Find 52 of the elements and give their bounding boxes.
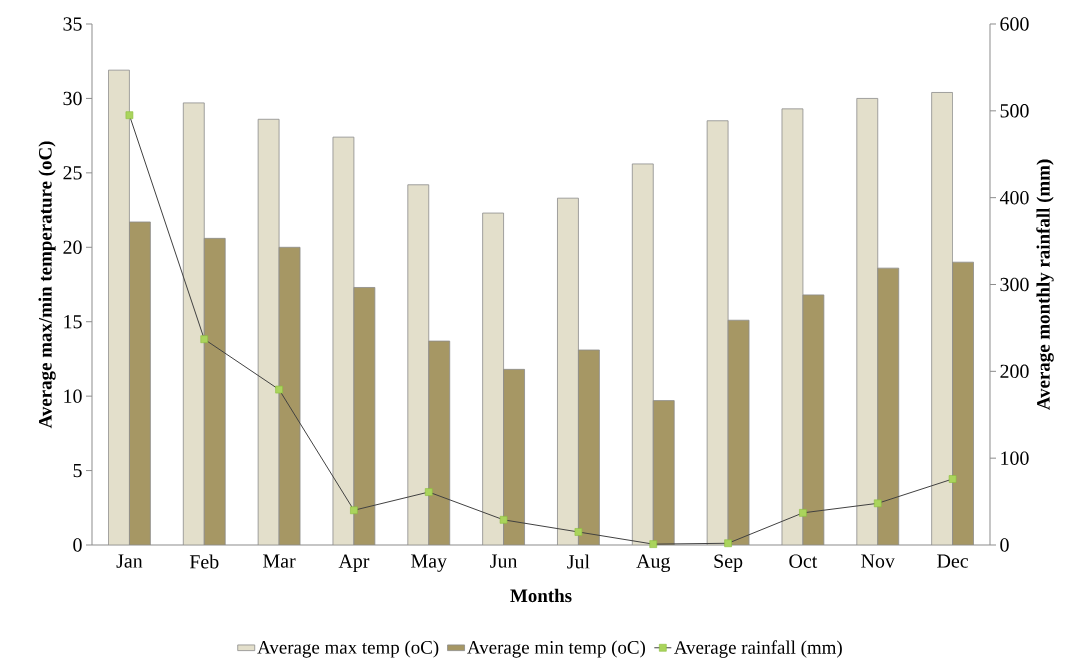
y-tick-label: 15 <box>64 315 82 329</box>
x-tick-label: Apr <box>338 554 370 572</box>
bar <box>653 400 675 545</box>
bar <box>856 98 878 545</box>
x-tick-label: Jul <box>567 554 590 569</box>
bar <box>204 238 226 545</box>
bar <box>129 221 151 545</box>
y-tick-label: 35 <box>63 17 82 31</box>
y2-tick-label: 600 <box>1000 17 1029 31</box>
x-tick-label: Feb <box>189 554 219 569</box>
x-tick-label: Jan <box>116 554 143 568</box>
legend-label: Average rainfall (mm) <box>674 640 842 658</box>
x-tick-label: Dec <box>937 554 969 568</box>
y-tick-label: 10 <box>64 389 82 403</box>
x-tick-label: Aug <box>636 554 671 572</box>
y2-tick-label: 300 <box>1000 277 1029 292</box>
y-tick-label: 20 <box>63 240 82 254</box>
legend-label: Average min temp (oC) <box>467 640 645 658</box>
bar <box>781 108 803 545</box>
bar <box>482 213 504 545</box>
y2-tick-label: 200 <box>1000 364 1029 379</box>
y2-tick-label: 400 <box>999 190 1029 205</box>
x-tick-label: May <box>411 554 447 572</box>
x-tick-label: Oct <box>789 554 818 568</box>
bar <box>108 70 130 545</box>
y2-axis-title: Average monthly rainfall (mm) <box>1036 159 1054 411</box>
bar <box>183 102 205 545</box>
bar <box>931 92 953 545</box>
bar <box>707 120 729 545</box>
bar <box>952 261 974 545</box>
x-tick-label: Jun <box>490 554 518 568</box>
bar <box>557 198 579 545</box>
y-tick-label: 0 <box>73 538 82 552</box>
y-tick-label: 5 <box>73 463 82 478</box>
y2-tick-label: 500 <box>1000 104 1029 118</box>
y2-tick-label: 0 <box>1000 538 1009 552</box>
x-tick-label: Nov <box>861 554 895 568</box>
y-axis-title: Average max/min temperature (oC) <box>38 141 56 429</box>
x-axis-title: Months <box>510 588 572 603</box>
legend-label: Average max temp (oC) <box>257 640 439 658</box>
y-tick-label: 30 <box>63 91 82 106</box>
bar <box>632 163 654 545</box>
bar <box>428 341 450 545</box>
bar <box>407 184 429 545</box>
bar <box>578 350 600 545</box>
y-tick-label: 25 <box>63 166 82 180</box>
bar <box>258 119 280 545</box>
bar <box>503 369 525 545</box>
bar <box>877 268 899 545</box>
x-tick-label: Sep <box>714 554 743 572</box>
y2-tick-label: 100 <box>1001 451 1029 465</box>
x-tick-label: Mar <box>263 554 296 568</box>
